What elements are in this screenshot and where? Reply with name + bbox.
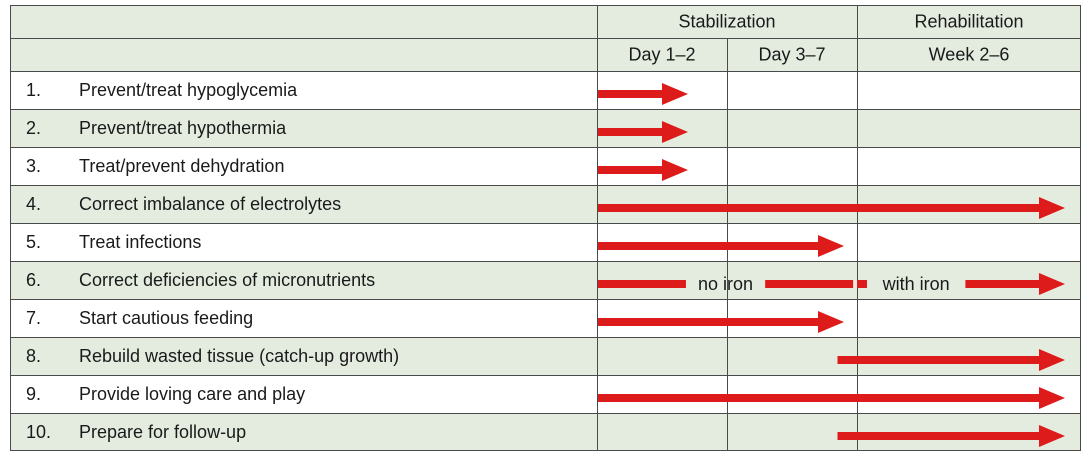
row-task-label: Correct deficiencies of micronutrients [79,270,375,290]
period-label: Week 2–6 [929,45,1010,65]
row-task-label: Prevent/treat hypoglycemia [79,80,298,100]
row-number: 10. [26,422,51,442]
row-background [10,147,1081,185]
row-number: 1. [26,80,41,100]
timeline-bar [857,280,867,288]
row-number: 7. [26,308,41,328]
row-task-label: Start cautious feeding [79,308,253,328]
row-background [10,261,1081,299]
row-task-label: Treat infections [79,232,201,252]
row-number: 4. [26,194,41,214]
row-backgrounds [10,5,1081,451]
header-group-label: Rehabilitation [914,12,1023,32]
row-task-label: Prevent/treat hypothermia [79,118,287,138]
row-number: 9. [26,384,41,404]
timeline-arrow [965,273,1065,295]
row-background [10,223,1081,261]
text-layer: Stabilization Rehabilitation Day 1–2 Day 3–… [26,12,1024,443]
row-task-label: Rebuild wasted tissue (catch-up growth) [79,346,399,366]
table-grid [10,5,1081,451]
row-task-label: Provide loving care and play [79,384,305,404]
timeline-arrow [598,235,844,257]
row-task-label: Prepare for follow-up [79,422,246,442]
table-border [10,5,1081,451]
row-background [10,109,1081,147]
row-number: 5. [26,232,41,252]
period-label: Day 1–2 [628,45,695,65]
timeline-arrow [598,311,844,333]
row-number: 3. [26,156,41,176]
arrow-layer [598,83,1065,447]
band-label: with iron [882,274,950,294]
row-background [10,71,1081,109]
row-number: 8. [26,346,41,366]
timeline-bar [765,280,854,288]
band-label: no iron [698,274,753,294]
timeline-arrow [837,425,1065,447]
row-number: 2. [26,118,41,138]
row-number: 6. [26,270,41,290]
timeline-arrow [598,121,688,143]
period-label: Day 3–7 [758,45,825,65]
timeline-arrow [837,349,1065,371]
row-task-label: Treat/prevent dehydration [79,156,284,176]
row-task-label: Correct imbalance of electrolytes [79,194,341,214]
header-group-label: Stabilization [678,12,775,32]
timeline-arrow [598,197,1065,219]
timeline-arrow [598,83,688,105]
timeline-arrow [598,159,688,181]
row-background [10,299,1081,337]
timeline-bar [598,280,686,288]
timeline-arrow [598,387,1065,409]
